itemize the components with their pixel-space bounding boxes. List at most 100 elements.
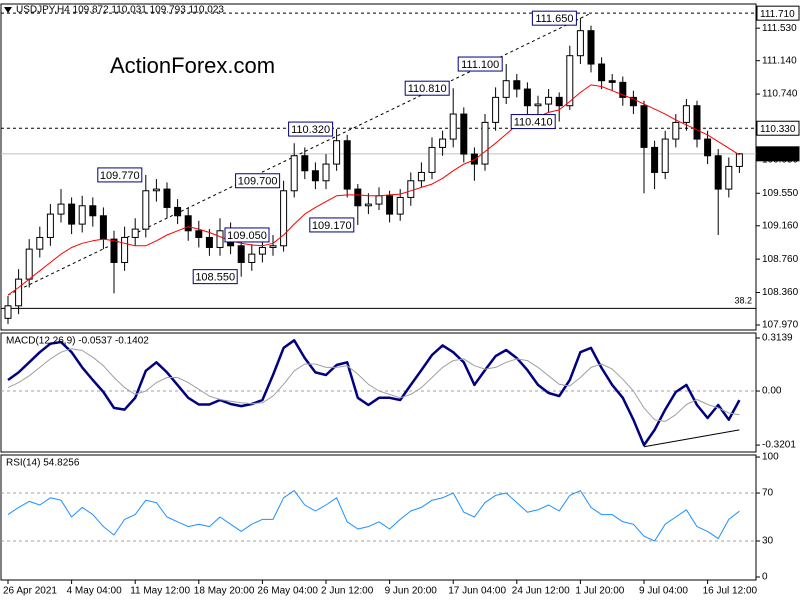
y-tick-label: 0.3139 [762,333,793,344]
candle-body [322,163,330,182]
candle-body [682,105,690,123]
candle-body [301,155,309,172]
candle-body [725,165,733,190]
candle-body [386,195,394,215]
price-label-box [288,121,334,137]
candle-body [545,96,553,105]
x-tick-label: 26 May 04:00 [257,586,318,597]
panel-frame [0,332,757,453]
candle-body [428,146,436,173]
x-tick-label: 2 Jun 12:00 [321,586,374,597]
candle-body [587,30,595,65]
panel-title: USDJPY,H4 109.872 110.031 109.793 110.02… [16,5,224,16]
x-tick-label: 24 Jun 12:00 [512,586,570,597]
candle-body [598,63,606,82]
series-line [7,339,741,447]
y-tick-label: 108.360 [762,287,799,298]
candle-body [57,203,65,215]
candle-body [174,206,182,217]
candle-body [99,215,107,240]
candle-body [470,153,478,165]
price-label-box [457,56,503,72]
candle-body [248,253,256,263]
price-label-box [404,80,450,96]
candle-body [502,80,510,98]
panel-frame [0,454,757,581]
trend-line [643,429,740,448]
candle-body [89,205,97,217]
price-label-box [235,173,281,189]
candle-body [163,188,171,208]
candle-body [364,203,372,207]
candle-body [608,80,616,83]
candle-body [78,205,86,225]
candle-body [68,203,76,225]
candle-body [25,248,33,280]
candle-body [36,236,44,250]
candle-body [333,140,341,165]
y-tick-label: 111.530 [762,23,797,34]
candle-body [152,188,160,192]
watermark: ActionForex.com [110,53,275,78]
price-label: 111.100 [461,59,499,71]
fib-label: 38.2 [734,296,752,306]
candle-body [205,236,213,248]
candle-body [661,138,669,173]
candle-body [354,188,362,207]
y-tick-label: 0 [762,572,768,583]
price-label: 108.550 [195,272,235,284]
candle-body [237,245,245,263]
y-tick-label: 109.550 [762,188,799,199]
panel-title: RSI(14) 54.8256 [6,458,80,469]
candle-body [121,236,129,263]
candle-body [269,245,277,248]
x-tick-label: 26 Apr 2021 [3,586,57,597]
candle-body [513,80,521,90]
y-tick-label: 109.160 [762,220,799,231]
x-tick-label: 17 Jun 04:00 [448,586,506,597]
candle-body [4,305,12,319]
axis-value-box [756,120,800,136]
series-line [7,490,740,542]
candle-body [704,138,712,157]
price-label-box [510,114,556,130]
candle-body [46,213,54,238]
price-label: 110.410 [514,116,553,128]
series-line [7,348,740,422]
candle-body [672,121,680,140]
candle-body [195,230,203,238]
panel-frame [0,3,757,331]
price-label: 110.810 [408,83,447,95]
axis-value-box [756,5,800,21]
x-tick-label: 16 Jul 12:00 [703,586,758,597]
y-tick-label: 70 [762,488,774,499]
candle-body [651,146,659,173]
y-tick-label: 30 [762,536,774,547]
candle-body [481,121,489,165]
price-label-box [192,269,238,285]
candle-body [258,246,266,255]
candle-body [142,190,150,230]
candle-body [290,155,298,192]
candle-body [619,81,627,98]
y-tick-label: 107.970 [762,320,799,331]
candle-body [184,215,192,232]
price-label: 111.650 [535,13,573,25]
price-label: 109.770 [100,170,140,182]
panel-title: MACD(12,26,9) -0.0537 -0.1402 [6,336,149,347]
x-tick-label: 4 May 04:00 [67,586,122,597]
y-tick-label: 110.740 [762,89,798,100]
candle-body [714,155,722,190]
price-label: 109.700 [238,176,278,188]
candle-body [280,190,288,247]
candle-body [735,153,743,167]
candle-body [523,88,531,107]
axis-value: 110.023 [760,149,796,160]
candle-body [492,96,500,123]
x-tick-label: 9 Jul 04:00 [639,586,688,597]
candle-body [534,103,542,107]
candle-body [439,138,447,148]
